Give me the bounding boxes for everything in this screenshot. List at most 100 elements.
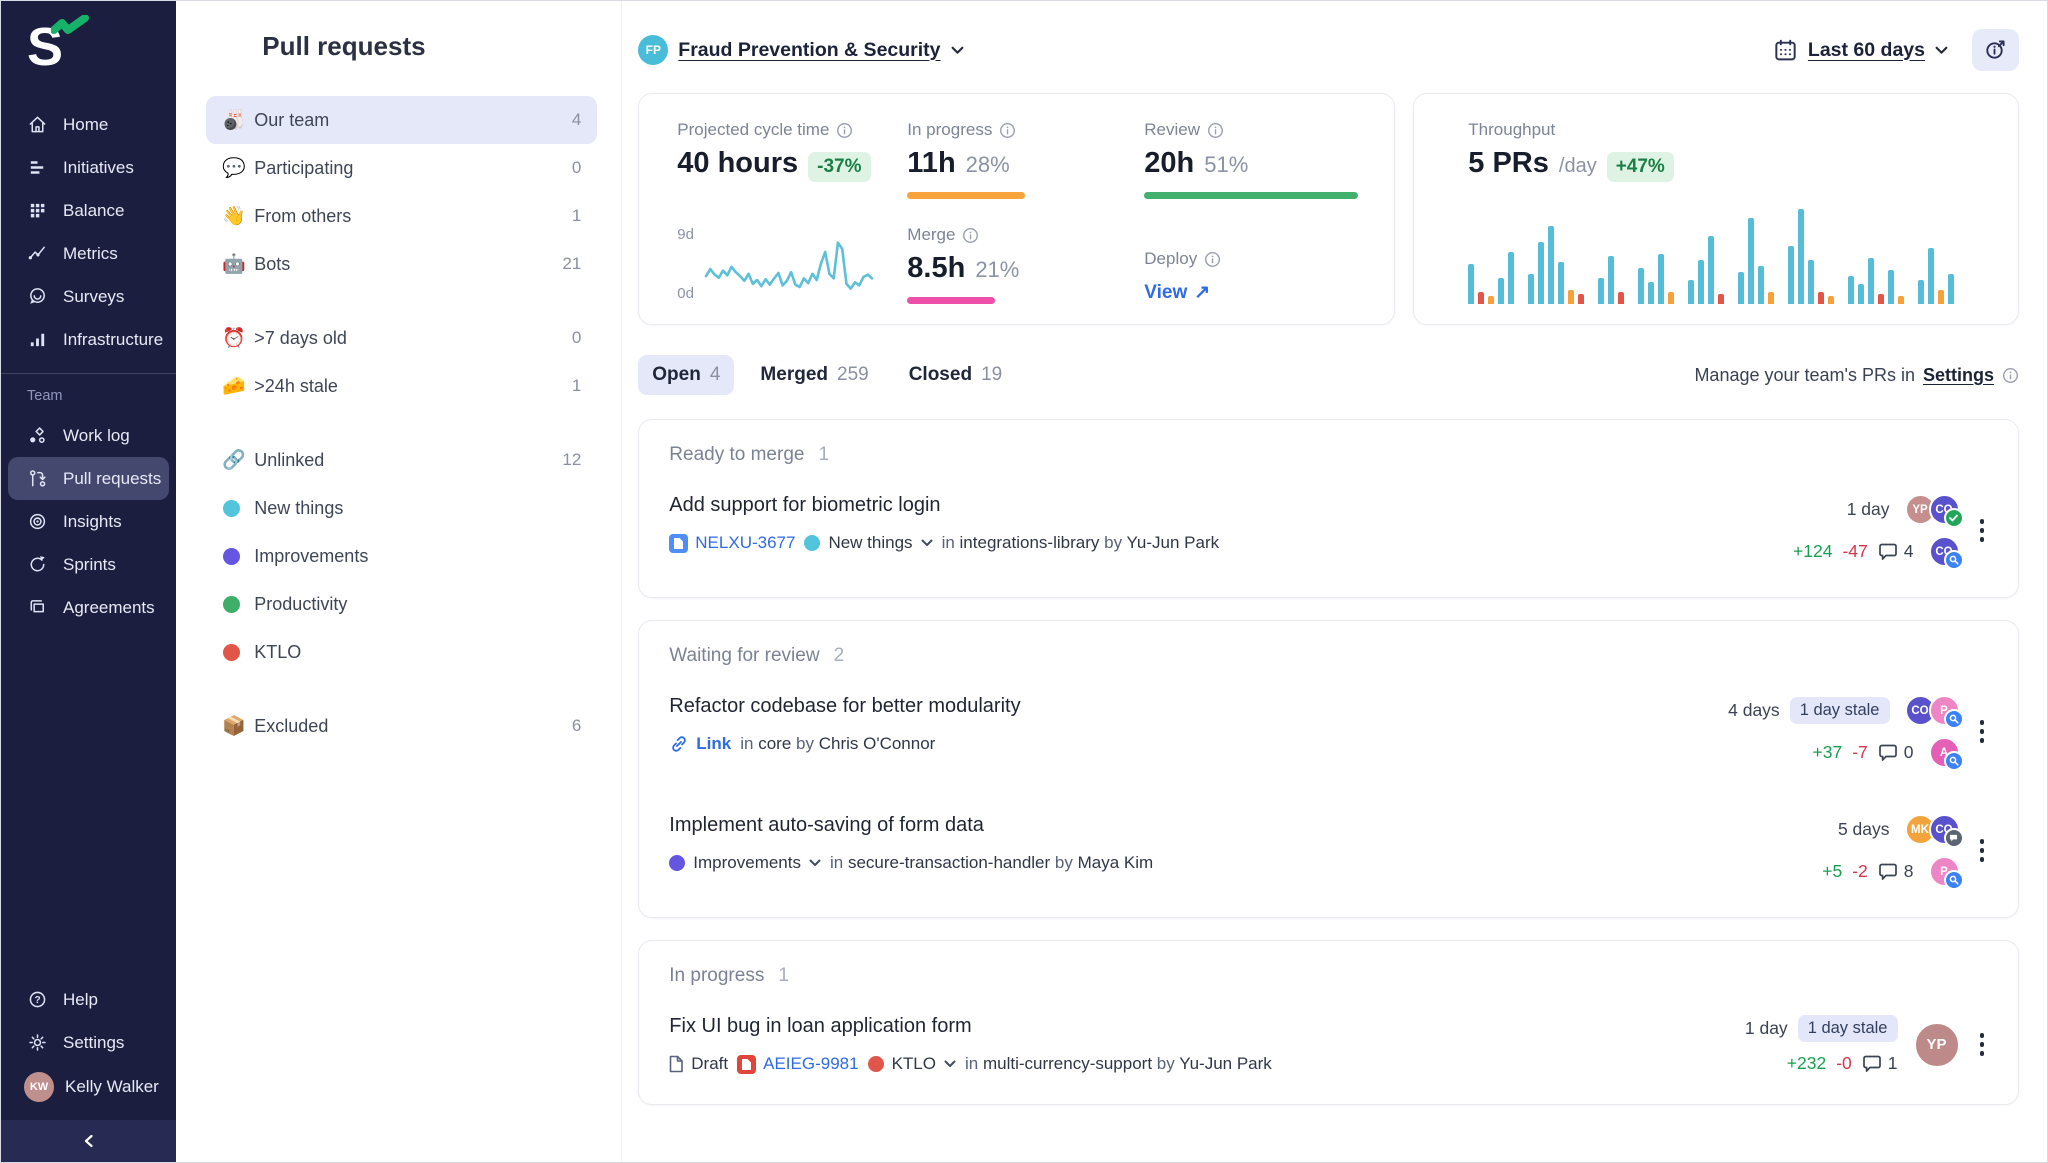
sidebar-item-settings[interactable]: Settings (1, 1021, 176, 1064)
pr-menu-button[interactable] (1976, 1027, 1989, 1062)
pr-row: Refactor codebase for better modularity … (669, 695, 1989, 771)
pr-menu-button[interactable] (1976, 714, 1989, 749)
pr-age: 4 days (1728, 700, 1780, 720)
tab-closed[interactable]: Closed 19 (908, 364, 1003, 385)
sidebar-item-balance[interactable]: Balance (1, 189, 176, 232)
pr-title[interactable]: Add support for biometric login (669, 494, 941, 516)
sidebar-item-surveys[interactable]: Surveys (1, 275, 176, 318)
stat-value: 40 hours (677, 147, 799, 179)
filter-count: 12 (562, 450, 582, 469)
sidebar-item-metrics[interactable]: Metrics (1, 232, 176, 275)
sidebar-item-label: Settings (63, 1032, 125, 1052)
sidebar-collapse-button[interactable] (1, 1120, 177, 1162)
filter-from-others[interactable]: 👋 From others 1 (206, 192, 597, 240)
team-selector[interactable]: FP Fraud Prevention & Security (638, 35, 963, 65)
filter-7-days-old[interactable]: ⏰ >7 days old 0 (206, 314, 597, 362)
sidebar-item-home[interactable]: Home (1, 103, 176, 146)
sprints-icon (30, 556, 45, 572)
filter-unlinked[interactable]: 🔗 Unlinked 12 (206, 436, 597, 484)
filter-group-excluded: 📦 Excluded 6 (206, 702, 597, 750)
stat-pct: 51% (1204, 152, 1249, 177)
pull-request-icon (29, 470, 46, 487)
filter-ktlo[interactable]: KTLO (206, 628, 597, 676)
category-dot (804, 535, 821, 551)
filter-group-ownership: 🎳 Our team 4 💬 Participating 0 👋 From ot… (206, 96, 598, 288)
filter-label: Excluded (254, 715, 329, 736)
settings-link[interactable]: Settings (1922, 364, 1994, 385)
avatar: P (1928, 695, 1964, 729)
avatar: CO (1928, 494, 1964, 528)
reviewing-badge-icon (1943, 751, 1964, 771)
pr-title[interactable]: Refactor codebase for better modularity (669, 695, 1021, 717)
filter-participating[interactable]: 💬 Participating 0 (206, 144, 597, 192)
author-name: Maya Kim (1077, 853, 1154, 872)
filter-group-categories: 🔗 Unlinked 12 New things Improvements Pr… (206, 436, 597, 676)
app-logo[interactable]: S (27, 15, 97, 79)
user-menu[interactable]: KW Kelly Walker (1, 1064, 176, 1110)
filter-excluded[interactable]: 📦 Excluded 6 (206, 702, 597, 750)
infrastructure-icon (30, 333, 45, 347)
author-name: Yu-Jun Park (1126, 533, 1220, 552)
insights-share-button[interactable] (1972, 29, 2019, 71)
pr-menu-button[interactable] (1976, 513, 1989, 548)
sidebar-item-work-log[interactable]: Work log (1, 414, 176, 457)
category-dropdown[interactable]: Improvements (669, 853, 821, 873)
category-dropdown[interactable]: KTLO (867, 1054, 956, 1074)
stale-badge: 1 day stale (1797, 1015, 1898, 1042)
team-name: Fraud Prevention & Security (678, 38, 941, 61)
info-icon[interactable] (2002, 367, 2019, 384)
cycle-sparkline-block: 9d 0d (677, 226, 907, 308)
ticket-link[interactable]: AEIEG-9981 (737, 1054, 859, 1074)
balance-icon (30, 203, 45, 218)
sidebar-item-help[interactable]: ? Help (1, 978, 176, 1021)
info-icon[interactable] (962, 227, 979, 244)
reviewing-badge-icon (1943, 550, 1964, 570)
spark-min-label: 0d (677, 285, 694, 302)
filter-bots[interactable]: 🤖 Bots 21 (206, 240, 597, 288)
pr-additions: +232 (1786, 1053, 1827, 1073)
ticket-link[interactable]: NELXU-3677 (669, 533, 795, 553)
tab-open[interactable]: Open 4 (638, 355, 735, 395)
filter-24h-stale[interactable]: 🧀 >24h stale 1 (206, 362, 597, 410)
pr-age: 5 days (1837, 819, 1890, 839)
pr-title[interactable]: Fix UI bug in loan application form (669, 1015, 972, 1037)
pr-comments: 4 (1878, 541, 1914, 562)
metrics-icon (28, 246, 45, 260)
sidebar-item-infrastructure[interactable]: Infrastructure (1, 318, 176, 361)
waving-hand-icon: 👋 (222, 206, 246, 227)
issue-link[interactable]: Link (669, 734, 731, 754)
pr-menu-button[interactable] (1976, 833, 1989, 868)
merge-stat: Merge 8.5h 21% (907, 225, 1144, 308)
filter-our-team[interactable]: 🎳 Our team 4 (206, 96, 598, 144)
deploy-stat: Deploy View ↗ (1144, 249, 1368, 308)
package-icon: 📦 (222, 716, 246, 737)
cycle-time-card: Projected cycle time 40 hours -37% In pr… (638, 93, 1396, 325)
info-icon[interactable] (1204, 251, 1221, 268)
sidebar-item-insights[interactable]: Insights (1, 500, 176, 543)
pr-title[interactable]: Implement auto-saving of form data (669, 814, 984, 836)
deploy-view-link[interactable]: View ↗ (1144, 281, 1211, 304)
info-icon[interactable] (999, 122, 1016, 139)
avatar: P (1928, 856, 1964, 890)
sidebar-item-label: Home (63, 114, 109, 134)
reviewing-badge-icon (1943, 870, 1964, 890)
repo-name: core (758, 734, 792, 753)
filter-count: 0 (571, 158, 582, 177)
category-dropdown[interactable]: New things (804, 533, 933, 553)
pr-row: Implement auto-saving of form data Impro… (669, 814, 1989, 890)
filter-productivity[interactable]: Productivity (206, 580, 597, 628)
info-icon[interactable] (1207, 122, 1224, 139)
sidebar-item-agreements[interactable]: Agreements (1, 586, 176, 629)
filter-new-things[interactable]: New things (206, 484, 597, 532)
sidebar-item-pull-requests[interactable]: Pull requests (8, 457, 170, 500)
tab-merged[interactable]: Merged 259 (760, 364, 869, 385)
main-header: FP Fraud Prevention & Security Last 60 d… (638, 29, 2019, 71)
info-icon[interactable] (836, 122, 853, 139)
date-range-selector[interactable]: Last 60 days (1773, 38, 1948, 63)
cycle-delta-badge: -37% (808, 152, 871, 182)
sidebar-item-sprints[interactable]: Sprints (1, 543, 176, 586)
svg-text:?: ? (34, 995, 40, 1006)
sidebar-divider (1, 373, 177, 374)
sidebar-item-initiatives[interactable]: Initiatives (1, 146, 176, 189)
filter-improvements[interactable]: Improvements (206, 532, 597, 580)
